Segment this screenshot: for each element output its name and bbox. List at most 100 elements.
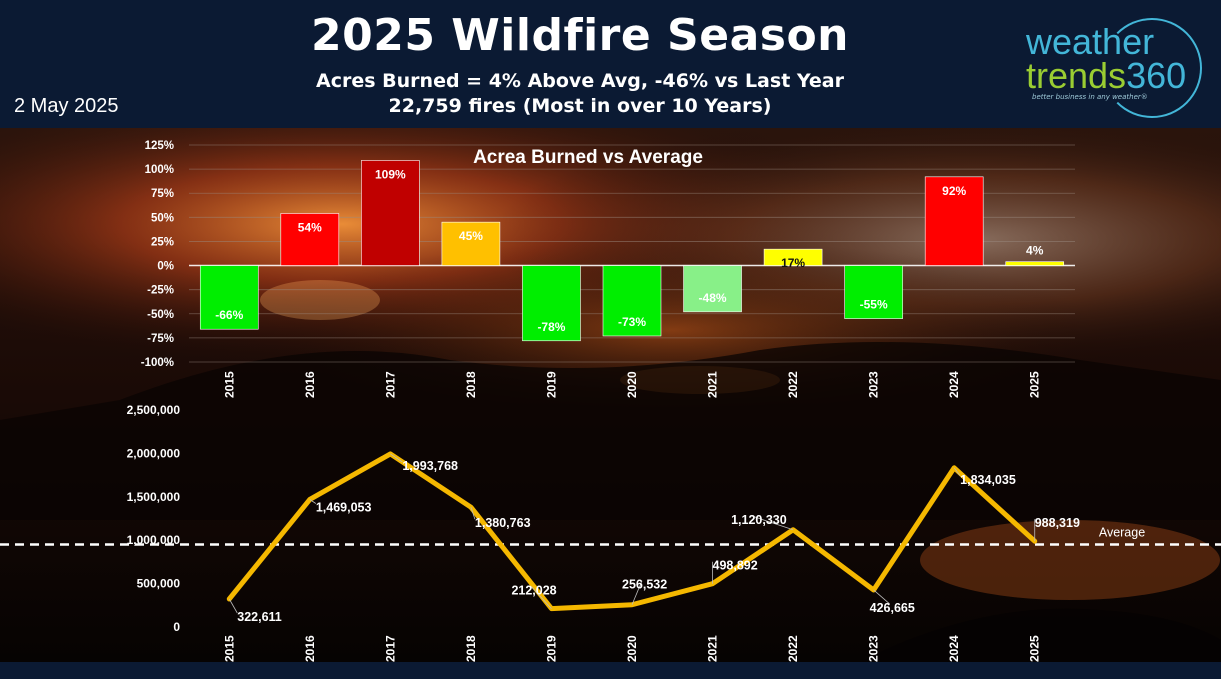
line-value-label: 1,120,330 — [731, 513, 787, 527]
header-banner: 2025 Wildfire Season Acres Burned = 4% A… — [0, 0, 1221, 128]
bar-value-label: 4% — [1026, 244, 1044, 258]
bar-2024 — [924, 176, 984, 266]
bar-2016 — [280, 213, 340, 266]
bar-y-tick-label: 125% — [145, 140, 174, 152]
logo-word-trends: trends360 — [1026, 58, 1186, 94]
bar-2020 — [602, 265, 662, 337]
line-leader — [631, 580, 643, 605]
line-y-tick-label: 2,500,000 — [127, 403, 181, 417]
bar-x-tick-label: 2019 — [544, 371, 558, 398]
bar-value-label: -66% — [215, 308, 243, 322]
line-value-label: 256,532 — [622, 578, 667, 592]
subtitle-fires: 22,759 fires (Most in over 10 Years) — [388, 95, 772, 117]
line-x-tick-label: 2020 — [625, 635, 639, 662]
bar-y-tick-label: 100% — [145, 164, 174, 176]
line-chart-y-axis: 2,500,0002,000,0001,500,0001,000,000500,… — [127, 403, 181, 634]
bottom-bar — [0, 662, 1221, 679]
bar-value-label: -55% — [860, 298, 888, 312]
line-leader — [750, 515, 794, 531]
line-leader — [873, 589, 890, 605]
bar-value-label: -73% — [618, 315, 646, 329]
bar-y-tick-label: -100% — [141, 357, 174, 369]
logo-word-360: 360 — [1126, 55, 1187, 96]
bar-2023 — [844, 265, 903, 319]
bar-value-label: -48% — [699, 291, 727, 305]
line-x-tick-label: 2019 — [544, 635, 558, 662]
bar-x-tick-label: 2020 — [625, 371, 639, 398]
line-x-tick-label: 2025 — [1028, 635, 1042, 662]
page-title: 2025 Wildfire Season — [310, 10, 850, 61]
bar-y-tick-label: -25% — [147, 285, 174, 297]
bar-x-tick-label: 2021 — [706, 371, 720, 398]
line-y-tick-label: 1,500,000 — [127, 490, 181, 504]
line-x-tick-label: 2022 — [786, 635, 800, 662]
bar-y-tick-label: 25% — [151, 236, 174, 248]
bar-y-tick-label: -50% — [147, 309, 174, 321]
line-x-tick-label: 2015 — [222, 635, 236, 662]
line-x-tick-label: 2023 — [867, 635, 881, 662]
line-value-label: 1,469,053 — [316, 500, 372, 514]
bar-2017 — [361, 160, 420, 266]
line-y-tick-label: 0 — [173, 620, 180, 634]
line-chart-x-axis: 2015 2016 2017 2018 2019 2020 2021 2022 2023 2024… — [222, 635, 1041, 662]
weathertrends360-logo: weather trends360 better business in any… — [1020, 18, 1210, 118]
bar-value-label: 54% — [298, 220, 322, 234]
bar-2018 — [441, 221, 501, 266]
average-label: Average — [1099, 526, 1145, 540]
logo-ring-icon — [1102, 18, 1202, 118]
bar-x-tick-label: 2025 — [1028, 371, 1042, 398]
line-x-tick-label: 2016 — [303, 635, 317, 662]
bar-2022 — [763, 248, 823, 266]
bar-x-tick-label: 2024 — [947, 371, 961, 398]
bar-x-tick-label: 2018 — [464, 371, 478, 398]
line-y-tick-label: 2,000,000 — [127, 446, 181, 460]
line-value-label: 1,993,768 — [402, 459, 458, 473]
bar-value-label: 45% — [459, 229, 483, 243]
line-leader — [470, 507, 476, 520]
bar-y-tick-label: 0% — [157, 261, 174, 273]
line-value-label: 1,380,763 — [475, 516, 531, 530]
bar-value-label: 17% — [781, 256, 805, 270]
logo-word-trends-text: trends — [1026, 55, 1127, 96]
charts-area: 125% 100% 75% 50% 25% 0% -25% -50% -75% -100% Acr… — [0, 128, 1221, 662]
bar-2015 — [199, 265, 259, 330]
line-value-label: 212,028 — [511, 584, 556, 598]
bar-value-label: -78% — [537, 320, 565, 334]
line-x-tick-label: 2017 — [383, 635, 397, 662]
line-value-label: 1,834,035 — [960, 473, 1016, 487]
bar-y-tick-label: -75% — [147, 333, 174, 345]
line-chart-series: 322,611 1,469,053 1,993,768 1,380,763 212,02… — [226, 451, 1080, 624]
line-value-label: 988,319 — [1035, 516, 1080, 530]
bar-2019 — [522, 265, 581, 342]
bar-chart-y-axis: 125% 100% 75% 50% 25% 0% -25% -50% -75% -100% — [141, 140, 174, 369]
line-leader — [309, 499, 317, 504]
bar-2021 — [683, 265, 742, 313]
bar-x-tick-label: 2016 — [303, 371, 317, 398]
average-line: Average — [0, 526, 1221, 546]
line-x-tick-label: 2024 — [947, 635, 961, 662]
bar-x-tick-label: 2017 — [383, 371, 397, 398]
bar-chart-bars: -66% 54% 109% 45% -78% -73% -48% 17% -55% 92% 4% — [199, 160, 1065, 342]
line-value-label: 426,665 — [870, 601, 915, 615]
line-leader — [531, 586, 552, 609]
line-x-tick-label: 2021 — [706, 635, 720, 662]
bar-y-tick-label: 75% — [151, 188, 174, 200]
subtitle-acres: Acres Burned = 4% Above Avg, -46% vs Las… — [316, 70, 844, 92]
bar-x-tick-label: 2023 — [867, 371, 881, 398]
bar-value-label: 92% — [942, 184, 966, 198]
line-x-tick-label: 2018 — [464, 635, 478, 662]
line-value-label: 498,892 — [713, 559, 758, 573]
line-value-label: 322,611 — [237, 610, 282, 624]
bar-y-tick-label: 50% — [151, 212, 174, 224]
line-leader — [390, 453, 403, 463]
report-date: 2 May 2025 — [14, 95, 119, 117]
logo-word-weather: weather — [1026, 21, 1155, 62]
bar-x-tick-label: 2022 — [786, 371, 800, 398]
bar-x-tick-label: 2015 — [222, 371, 236, 398]
logo-tagline: better business in any weather® — [1032, 93, 1148, 101]
bar-chart-x-axis: 2015 2016 2017 2018 2019 2020 2021 2022 2023 2024… — [222, 371, 1041, 398]
line-leader — [953, 467, 961, 477]
bar-value-label: 109% — [375, 167, 406, 181]
bar-2025 — [1005, 261, 1065, 266]
